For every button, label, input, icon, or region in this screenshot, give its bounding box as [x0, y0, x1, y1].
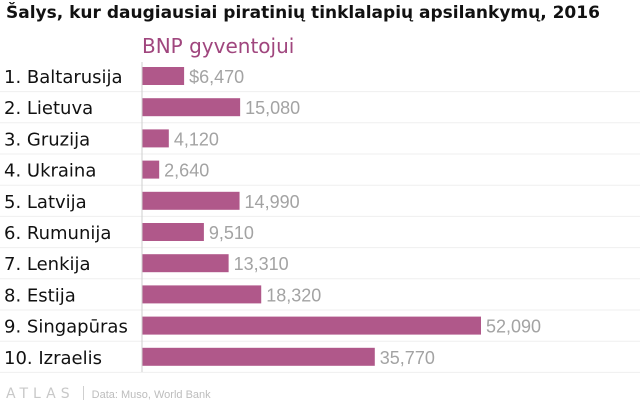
bar: [142, 191, 240, 210]
category-label: 10. Izraelis: [4, 348, 102, 369]
category-label: 6. Rumunija: [4, 223, 111, 244]
bar: [142, 316, 481, 335]
category-label: 3. Gruzija: [4, 129, 90, 150]
value-label: 35,770: [380, 348, 435, 368]
category-label: 5. Latvija: [4, 192, 87, 213]
value-label: $6,470: [189, 67, 244, 87]
value-label: 14,990: [245, 192, 300, 212]
category-label: 7. Lenkija: [4, 254, 91, 275]
value-label: 18,320: [266, 285, 321, 305]
category-label: 8. Estija: [4, 285, 76, 306]
value-label: 9,510: [209, 223, 254, 243]
atlas-logo: ATLAS: [6, 386, 75, 402]
value-label: 13,310: [234, 254, 289, 274]
bar-chart: 1. Baltarusija $6,470 2. Lietuva 15,080 3. G…: [0, 62, 640, 373]
chart-title: Šalys, kur daugiausiai piratinių tinklal…: [6, 3, 600, 23]
source-note: Data: Muso, World Bank: [91, 389, 211, 401]
bar: [142, 285, 262, 304]
category-label: 4. Ukraina: [4, 161, 96, 182]
bar: [142, 67, 185, 85]
category-label: 2. Lietuva: [4, 98, 93, 119]
footer: ATLAS Data: Muso, World Bank: [6, 386, 211, 402]
footer-divider: [82, 386, 84, 400]
value-label: 15,080: [245, 98, 300, 118]
bar: [142, 129, 169, 148]
category-label: 9. Singapūras: [4, 317, 128, 338]
category-label: 1. Baltarusija: [4, 67, 123, 88]
value-label: 2,640: [164, 161, 209, 181]
bar: [142, 347, 375, 366]
value-label: 4,120: [174, 129, 219, 149]
bar: [142, 223, 204, 241]
bar: [142, 160, 160, 179]
value-label: 52,090: [486, 317, 541, 337]
chart-subtitle: BNP gyventojui: [142, 34, 295, 58]
bar: [142, 254, 229, 273]
bar: [142, 98, 241, 117]
